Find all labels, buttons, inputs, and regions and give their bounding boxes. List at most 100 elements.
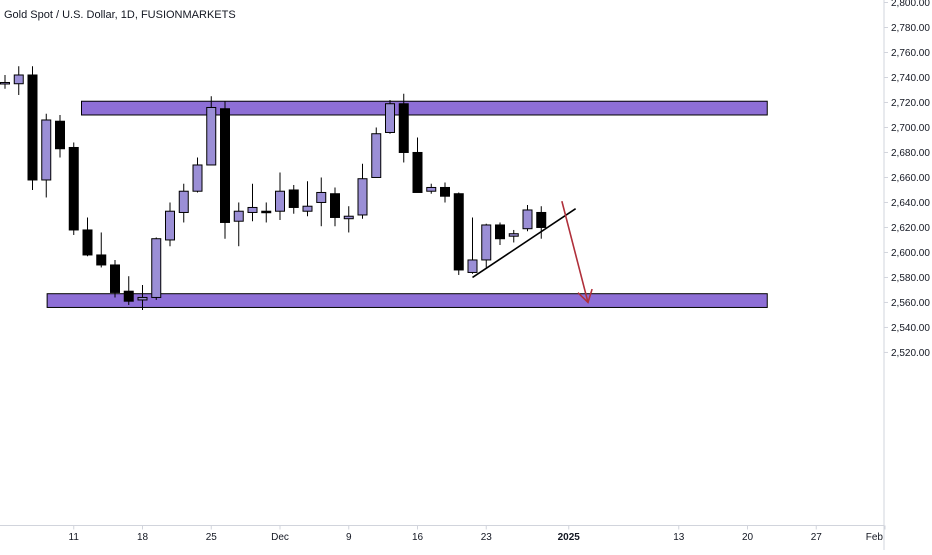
candle-body-up [0, 81, 10, 85]
candle [165, 202, 175, 247]
time-tick-label: 20 [742, 532, 754, 543]
candle-body-down [123, 290, 134, 302]
candle [385, 99, 395, 134]
candle [316, 177, 327, 227]
projection-arrow-head [577, 288, 593, 304]
time-axis[interactable]: 11 18 25 Dec 9 16 23 2025 13 20 27 Feb [0, 525, 886, 544]
price-tick-label: 2,680.00 [891, 148, 930, 159]
candle [82, 217, 93, 257]
candle-body-down [96, 254, 107, 266]
candle-body-up [508, 233, 519, 237]
candle-body-up [302, 205, 313, 212]
projection-arrow-shaft[interactable] [561, 201, 589, 303]
drawings-layer [472, 201, 593, 304]
candle-body-up [206, 106, 217, 166]
candle-body-down [412, 151, 423, 193]
price-tick-label: 2,620.00 [891, 223, 930, 234]
candle [247, 183, 258, 222]
price-tick-label: 2,560.00 [891, 298, 930, 309]
candle-body-down [536, 211, 547, 228]
candle-body-up [522, 209, 533, 230]
time-tick-label: 9 [346, 532, 352, 543]
price-tick-label: 2,720.00 [891, 98, 930, 109]
time-tick-label: 27 [811, 532, 823, 543]
candle-body-up [151, 238, 162, 298]
candle [330, 187, 340, 227]
candle [371, 127, 382, 178]
candle-body-up [178, 190, 189, 213]
candles-layer [0, 66, 547, 310]
candle [27, 66, 38, 190]
candle-body-up [481, 224, 492, 261]
candle-body-up [137, 296, 148, 301]
candle-body-down [55, 120, 65, 150]
price-tick-label: 2,580.00 [891, 273, 930, 284]
candle [137, 284, 148, 310]
candle [220, 101, 230, 239]
candle [13, 66, 24, 95]
candle-body-up [41, 119, 52, 181]
candle-body-up [13, 74, 24, 85]
candle-body-down [220, 108, 230, 223]
candle-body-up [357, 178, 368, 216]
price-tick-label: 2,780.00 [891, 23, 930, 34]
candle [151, 237, 162, 300]
candle-body-up [165, 210, 175, 241]
candle-body-down [110, 264, 120, 293]
price-tick-label: 2,600.00 [891, 248, 930, 259]
candle [412, 137, 423, 193]
time-tick-label: Dec [271, 532, 289, 543]
candle-body-down [27, 74, 38, 181]
candle [536, 206, 547, 239]
candle-body-down [261, 210, 272, 214]
candle [123, 276, 134, 305]
candle-body-down [330, 193, 340, 218]
candle [68, 142, 79, 235]
time-tick-label: 25 [206, 532, 218, 543]
candle [481, 223, 492, 268]
candle [275, 172, 285, 220]
price-tick-label: 2,640.00 [891, 198, 930, 209]
candle-body-down [398, 103, 409, 153]
trendline[interactable] [472, 208, 577, 279]
candle [55, 114, 65, 158]
candle [453, 192, 464, 275]
candle-body-up [385, 103, 395, 133]
time-tick-label: 13 [673, 532, 685, 543]
candle [192, 157, 203, 193]
candle [440, 182, 450, 203]
candle [508, 229, 519, 243]
candle-body-down [68, 146, 79, 231]
candle [41, 113, 52, 198]
candle [261, 202, 272, 223]
candle-body-up [233, 210, 244, 222]
resistance-zone[interactable] [81, 100, 768, 116]
candle [522, 204, 533, 232]
price-tick-label: 2,760.00 [891, 48, 930, 59]
candle [426, 183, 437, 194]
candle [357, 163, 368, 219]
candle [343, 206, 354, 233]
time-tick-label: 2025 [558, 532, 581, 543]
candle-body-up [275, 190, 285, 212]
candle [398, 93, 409, 163]
candle-body-up [426, 186, 437, 192]
candle [206, 96, 217, 166]
candle-body-up [247, 206, 258, 213]
price-axis[interactable]: 2,520.00 2,540.00 2,560.00 2,580.00 2,600.00… [883, 0, 930, 550]
candle [233, 202, 244, 247]
candle [178, 183, 189, 223]
candle [495, 222, 505, 245]
price-tick-label: 2,700.00 [891, 123, 930, 134]
price-tick-label: 2,540.00 [891, 323, 930, 334]
candle-body-up [467, 259, 478, 273]
candle [0, 74, 10, 89]
candle [302, 181, 313, 217]
price-tick-label: 2,520.00 [891, 348, 930, 359]
candle-body-up [316, 191, 327, 203]
time-tick-label: 23 [481, 532, 493, 543]
candle [96, 232, 107, 268]
candle-body-down [82, 229, 93, 256]
